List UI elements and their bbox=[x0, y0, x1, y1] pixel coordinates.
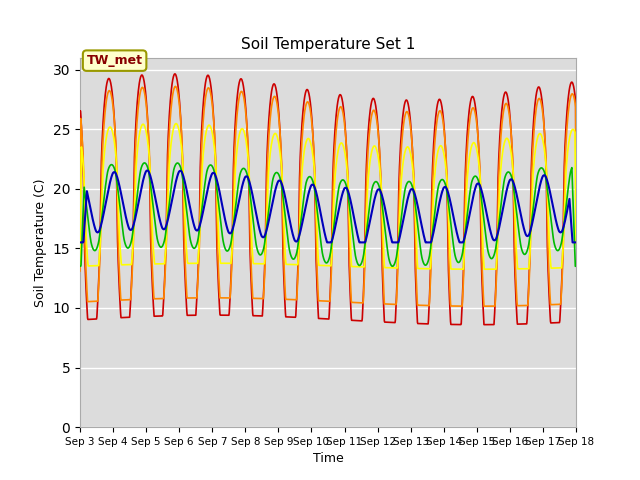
SoilT1_32 bbox=[513, 195, 521, 201]
SoilT1_04 bbox=[470, 105, 477, 111]
Title: Soil Temperature Set 1: Soil Temperature Set 1 bbox=[241, 37, 415, 52]
SoilT1_32 bbox=[405, 192, 413, 197]
SoilT1_16 bbox=[243, 168, 250, 174]
SoilT1_02 bbox=[243, 111, 250, 117]
SoilT1_32 bbox=[175, 169, 182, 175]
SoilT1_02 bbox=[187, 312, 195, 318]
SoilT1_08 bbox=[514, 266, 522, 272]
Line: SoilT1_08: SoilT1_08 bbox=[80, 123, 576, 269]
SoilT1_02 bbox=[481, 322, 488, 327]
Line: SoilT1_16: SoilT1_16 bbox=[80, 163, 576, 266]
SoilT1_08 bbox=[481, 266, 488, 272]
SoilT1_32 bbox=[572, 240, 580, 245]
SoilT1_04 bbox=[172, 84, 179, 89]
Text: TW_met: TW_met bbox=[86, 54, 143, 67]
SoilT1_02 bbox=[171, 71, 179, 77]
SoilT1_16 bbox=[470, 174, 477, 180]
Line: SoilT1_32: SoilT1_32 bbox=[80, 170, 576, 242]
SoilT1_08 bbox=[243, 138, 250, 144]
SoilT1_32 bbox=[243, 173, 250, 179]
SoilT1_16 bbox=[513, 216, 521, 222]
SoilT1_02 bbox=[470, 95, 477, 101]
SoilT1_04 bbox=[76, 268, 84, 274]
SoilT1_32 bbox=[76, 240, 84, 245]
SoilT1_32 bbox=[470, 192, 477, 197]
SoilT1_08 bbox=[470, 140, 477, 145]
SoilT1_04 bbox=[175, 95, 182, 101]
X-axis label: Time: Time bbox=[312, 453, 344, 466]
SoilT1_16 bbox=[175, 161, 182, 167]
SoilT1_16 bbox=[187, 238, 195, 244]
SoilT1_02 bbox=[405, 105, 413, 110]
SoilT1_32 bbox=[187, 207, 195, 213]
SoilT1_04 bbox=[243, 114, 250, 120]
SoilT1_08 bbox=[175, 126, 182, 132]
SoilT1_16 bbox=[141, 160, 148, 166]
SoilT1_16 bbox=[76, 264, 84, 269]
Line: SoilT1_04: SoilT1_04 bbox=[80, 86, 576, 306]
SoilT1_08 bbox=[76, 264, 84, 269]
SoilT1_16 bbox=[572, 264, 580, 269]
SoilT1_08 bbox=[405, 145, 413, 151]
Line: SoilT1_02: SoilT1_02 bbox=[80, 74, 576, 324]
SoilT1_08 bbox=[172, 120, 180, 126]
SoilT1_08 bbox=[572, 241, 580, 247]
SoilT1_16 bbox=[405, 179, 413, 184]
SoilT1_08 bbox=[187, 261, 195, 266]
SoilT1_04 bbox=[572, 186, 580, 192]
SoilT1_04 bbox=[480, 303, 488, 309]
SoilT1_04 bbox=[405, 113, 413, 119]
SoilT1_02 bbox=[572, 209, 580, 215]
SoilT1_32 bbox=[143, 168, 151, 173]
SoilT1_02 bbox=[76, 212, 84, 217]
SoilT1_02 bbox=[175, 88, 182, 94]
SoilT1_04 bbox=[514, 303, 522, 309]
SoilT1_02 bbox=[514, 321, 522, 327]
SoilT1_04 bbox=[187, 295, 195, 301]
Y-axis label: Soil Temperature (C): Soil Temperature (C) bbox=[34, 178, 47, 307]
